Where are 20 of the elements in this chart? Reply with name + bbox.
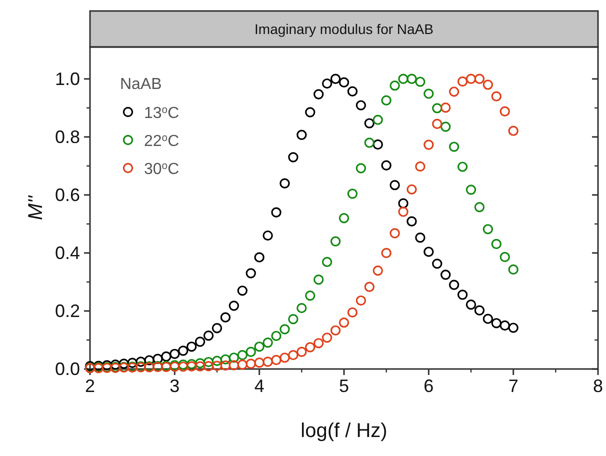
- x-axis-title: log(f / Hz): [300, 420, 388, 442]
- y-tick-label: 0.4: [54, 242, 80, 263]
- x-tick-label: 2: [84, 376, 96, 396]
- legend-title: NaAB: [120, 76, 162, 93]
- x-tick-label: 5: [338, 376, 350, 396]
- y-tick-label: 0.2: [54, 300, 80, 321]
- chart-title: Imaginary modulus for NaAB: [254, 21, 434, 37]
- legend-label: 22$^{o}$C: [144, 132, 180, 150]
- x-tick-label: 6: [424, 376, 434, 396]
- legend-label: 30$^{o}$C: [144, 160, 180, 178]
- x-tick-label: 3: [170, 376, 180, 396]
- y-tick-label: 0.6: [54, 184, 80, 205]
- y-tick-label: 0.0: [54, 359, 80, 379]
- x-tick-label: 7: [508, 376, 518, 396]
- y-tick-label: 1.0: [54, 68, 80, 89]
- x-tick-label: 4: [254, 376, 264, 396]
- x-tick-label: 8: [592, 376, 604, 396]
- y-tick-label: 0.8: [54, 126, 80, 147]
- legend-label: 13$^{o}$C: [144, 104, 180, 122]
- y-axis-title: M'': [25, 194, 47, 220]
